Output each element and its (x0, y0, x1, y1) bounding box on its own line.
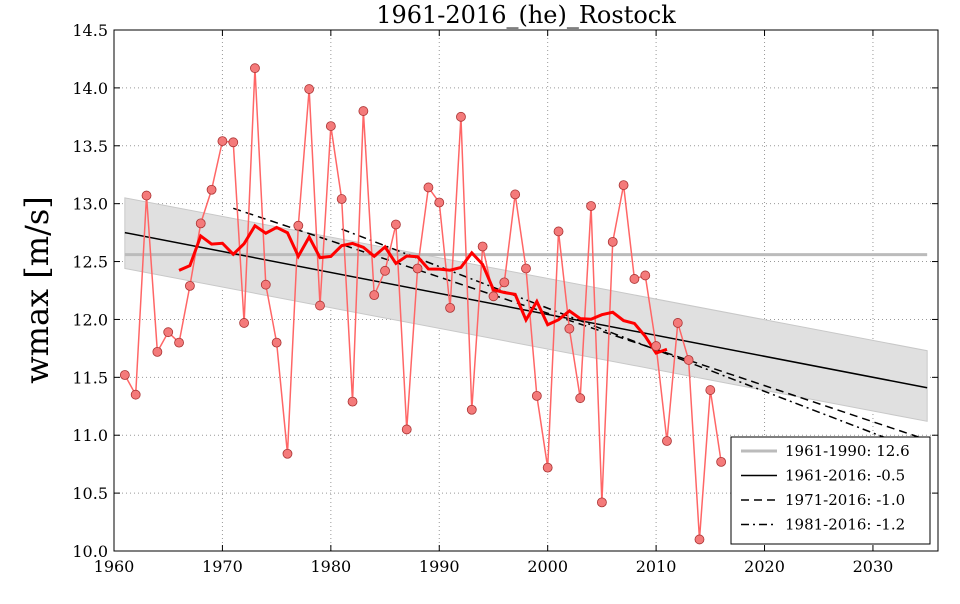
data-point (347, 396, 358, 407)
data-point (705, 385, 716, 395)
x-tick-label: 2030 (853, 557, 894, 576)
data-point (163, 327, 174, 338)
data-point (206, 184, 217, 195)
data-point (716, 456, 727, 467)
data-point (260, 279, 271, 290)
data-point (315, 300, 325, 311)
data-point (369, 290, 380, 301)
data-point (390, 219, 401, 230)
data-point (304, 84, 315, 94)
y-axis-label: wmax [m/s] (18, 196, 56, 384)
x-tick-label: 2020 (744, 557, 785, 576)
legend: 1961-1990: 12.6 1961-2016: -0.5 1971-2016:… (730, 436, 931, 545)
y-tick-label: 13.5 (72, 137, 108, 156)
data-point (553, 226, 564, 237)
data-point (488, 291, 499, 302)
chart-title: 1961-2016_(he)_Rostock (376, 1, 676, 29)
trend-line-dashed (233, 207, 928, 441)
data-point (456, 111, 466, 122)
data-point (423, 182, 434, 193)
data-point (683, 355, 694, 365)
legend-label: 1961-2016: -0.5 (785, 467, 905, 485)
y-tick-label: 10.5 (72, 484, 108, 503)
x-tick-label: 2000 (527, 557, 568, 576)
data-point (228, 137, 239, 148)
data-point (629, 274, 640, 284)
legend-label: 1971-2016: -1.0 (785, 491, 905, 509)
data-point (282, 448, 293, 459)
trend-line-solid (124, 231, 928, 389)
data-point (217, 136, 228, 147)
y-tick-label: 11.5 (72, 368, 108, 387)
data-point (640, 270, 651, 281)
x-tick-label: 1970 (202, 557, 243, 576)
data-point (401, 424, 412, 435)
data-point (380, 265, 390, 276)
data-point (119, 370, 130, 380)
data-point (672, 318, 683, 328)
data-point (130, 389, 141, 400)
data-point (195, 218, 206, 229)
x-tick-label: 1990 (419, 557, 460, 576)
y-tick-label: 10.0 (72, 542, 108, 561)
plot-frame (113, 29, 939, 552)
data-point (694, 534, 705, 545)
data-point (477, 241, 488, 252)
data-point (651, 341, 662, 351)
y-tick-label: 12.5 (72, 253, 108, 272)
data-point (607, 236, 618, 247)
plot-area: 1960 1970 1980 1990 2000 2010 2020 2030 10.0 10.5… (72, 21, 939, 576)
data-point (445, 302, 456, 313)
x-tick-label: 1980 (310, 557, 351, 576)
data-point (152, 346, 163, 357)
data-point (521, 263, 531, 274)
data-point (575, 393, 586, 404)
data-point (184, 280, 195, 291)
y-tick-label: 14.5 (72, 21, 108, 40)
x-tick-label: 2010 (636, 557, 677, 576)
data-point (293, 220, 304, 231)
y-tick-label: 14.0 (72, 79, 108, 98)
y-tick-label: 13.0 (72, 195, 108, 214)
data-point (336, 194, 347, 204)
data-point (499, 277, 510, 288)
data-point (239, 318, 250, 328)
data-point (174, 337, 184, 348)
data-point (358, 106, 369, 116)
y-tick-label: 12.0 (72, 310, 108, 329)
data-point (596, 497, 607, 508)
data-point (662, 436, 672, 446)
data-point (434, 197, 445, 208)
data-point (564, 323, 575, 334)
legend-box (730, 436, 931, 545)
data-point (466, 404, 477, 415)
legend-label: 1961-1990: 12.6 (785, 442, 910, 460)
y-tick-label: 11.0 (72, 426, 108, 445)
data-point (412, 263, 423, 274)
data-point (271, 337, 282, 348)
trend-line-dashdot (341, 228, 928, 455)
data-point (586, 201, 596, 211)
data-point (510, 189, 521, 200)
data-point (542, 462, 553, 473)
data-point (618, 180, 629, 191)
legend-label: 1981-2016: -1.2 (785, 516, 905, 534)
running-mean-line (178, 223, 668, 355)
data-point (141, 190, 152, 201)
data-point (250, 63, 260, 74)
data-point (325, 121, 336, 131)
x-tick-label: 1960 (94, 557, 135, 576)
data-point (531, 390, 542, 401)
